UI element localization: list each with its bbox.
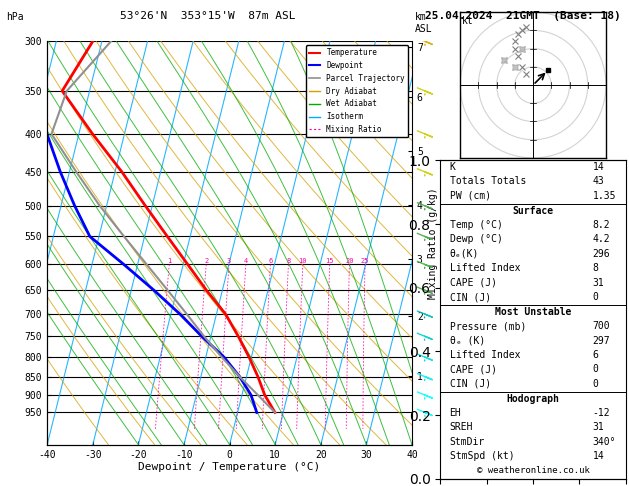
Text: Surface: Surface xyxy=(513,206,554,216)
Text: 1.35: 1.35 xyxy=(593,191,616,201)
Text: CIN (J): CIN (J) xyxy=(450,379,491,389)
Text: -12: -12 xyxy=(593,408,610,418)
Text: 4.2: 4.2 xyxy=(593,234,610,244)
Text: 6: 6 xyxy=(268,259,272,264)
Text: 8.2: 8.2 xyxy=(593,220,610,230)
Text: SREH: SREH xyxy=(450,422,473,433)
Text: StmSpd (kt): StmSpd (kt) xyxy=(450,451,514,461)
Text: km
ASL: km ASL xyxy=(415,12,433,34)
Text: 340°: 340° xyxy=(593,437,616,447)
Text: 25: 25 xyxy=(361,259,369,264)
Text: CAPE (J): CAPE (J) xyxy=(450,364,496,375)
Text: hPa: hPa xyxy=(6,12,24,22)
Text: Dewp (°C): Dewp (°C) xyxy=(450,234,503,244)
Text: kt: kt xyxy=(462,16,474,26)
Text: K: K xyxy=(450,162,455,172)
Text: 8: 8 xyxy=(286,259,291,264)
Text: 53°26'N  353°15'W  87m ASL: 53°26'N 353°15'W 87m ASL xyxy=(120,11,296,21)
Text: 296: 296 xyxy=(593,249,610,259)
Text: 15: 15 xyxy=(325,259,334,264)
Text: 20: 20 xyxy=(345,259,353,264)
Text: 14: 14 xyxy=(593,451,604,461)
Text: StmDir: StmDir xyxy=(450,437,485,447)
Text: 297: 297 xyxy=(593,335,610,346)
Text: Lifted Index: Lifted Index xyxy=(450,263,520,273)
Text: 3: 3 xyxy=(227,259,231,264)
Text: Most Unstable: Most Unstable xyxy=(495,307,571,317)
Text: CIN (J): CIN (J) xyxy=(450,292,491,302)
Text: 43: 43 xyxy=(593,176,604,186)
Text: EH: EH xyxy=(450,408,461,418)
Text: 0: 0 xyxy=(593,364,598,375)
Text: 2: 2 xyxy=(204,259,208,264)
Text: CAPE (J): CAPE (J) xyxy=(450,278,496,288)
Text: Lifted Index: Lifted Index xyxy=(450,350,520,360)
Text: 8: 8 xyxy=(593,263,598,273)
Text: Temp (°C): Temp (°C) xyxy=(450,220,503,230)
Text: 0: 0 xyxy=(593,292,598,302)
Text: 6: 6 xyxy=(593,350,598,360)
Y-axis label: Mixing Ratio (g/kg): Mixing Ratio (g/kg) xyxy=(428,187,438,299)
Text: 14: 14 xyxy=(593,162,604,172)
Legend: Temperature, Dewpoint, Parcel Trajectory, Dry Adiabat, Wet Adiabat, Isotherm, Mi: Temperature, Dewpoint, Parcel Trajectory… xyxy=(306,45,408,137)
X-axis label: Dewpoint / Temperature (°C): Dewpoint / Temperature (°C) xyxy=(138,462,321,472)
Text: 0: 0 xyxy=(593,379,598,389)
Text: 10: 10 xyxy=(299,259,307,264)
Text: 4: 4 xyxy=(243,259,248,264)
Text: θₑ(K): θₑ(K) xyxy=(450,249,479,259)
Text: PW (cm): PW (cm) xyxy=(450,191,491,201)
Text: 31: 31 xyxy=(593,422,604,433)
Text: 1: 1 xyxy=(167,259,171,264)
Text: 700: 700 xyxy=(593,321,610,331)
Text: Pressure (mb): Pressure (mb) xyxy=(450,321,526,331)
Text: © weatheronline.co.uk: © weatheronline.co.uk xyxy=(477,466,589,475)
Text: 25.04.2024  21GMT  (Base: 18): 25.04.2024 21GMT (Base: 18) xyxy=(425,11,620,21)
Text: Totals Totals: Totals Totals xyxy=(450,176,526,186)
Text: Hodograph: Hodograph xyxy=(506,394,560,404)
Text: θₑ (K): θₑ (K) xyxy=(450,335,485,346)
Text: 31: 31 xyxy=(593,278,604,288)
